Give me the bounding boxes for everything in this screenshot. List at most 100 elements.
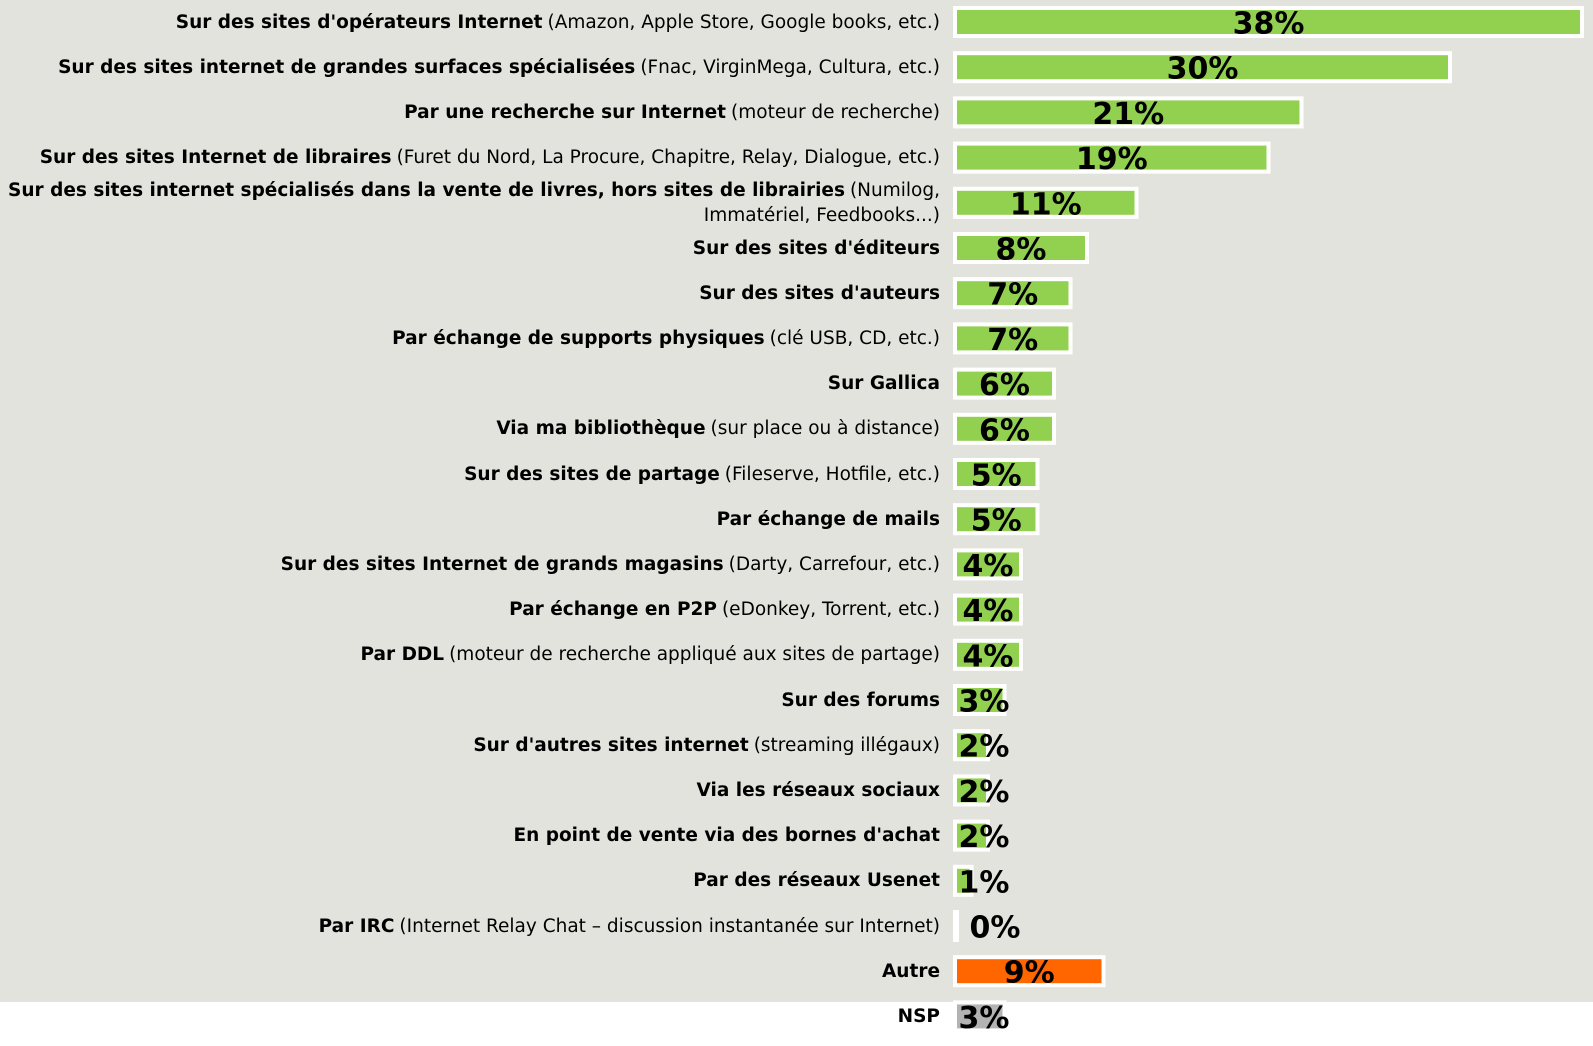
bar: [953, 141, 1271, 174]
category-label: Par une recherche sur Internet (moteur de…: [5, 90, 940, 135]
category-name: Par des réseaux Usenet: [693, 870, 940, 892]
category-text: Via ma bibliothèque (sur place ou à dista…: [496, 416, 940, 441]
category-label: Via ma bibliothèque (sur place ou à dista…: [5, 406, 940, 451]
bar: [953, 322, 1073, 355]
category-name: Sur des sites internet de grandes surfac…: [58, 56, 636, 78]
bar: [953, 51, 1452, 84]
value-label: 4%: [963, 594, 1014, 629]
value-label: 6%: [979, 413, 1030, 448]
category-detail: (Amazon, Apple Store, Google books, etc.…: [547, 11, 940, 33]
bar: [953, 955, 1106, 988]
category-name: Par échange de mails: [716, 508, 940, 530]
category-text: Sur des sites d'auteurs: [699, 281, 940, 306]
category-name: Sur Gallica: [827, 373, 940, 395]
category-text: Sur des sites Internet de grands magasin…: [281, 552, 940, 577]
category-name: Par échange en P2P: [509, 599, 717, 621]
category-label: Sur des forums: [5, 678, 940, 723]
category-detail: (Darty, Carrefour, etc.): [728, 553, 940, 575]
category-detail: (streaming illégaux): [753, 734, 940, 756]
value-label: 30%: [1167, 52, 1239, 87]
category-label: Autre: [5, 949, 940, 994]
value-label: 11%: [1010, 187, 1082, 222]
value-label: 21%: [1092, 97, 1164, 132]
category-name: Par une recherche sur Internet: [404, 101, 727, 123]
category-name: En point de vente via des bornes d'achat: [513, 825, 940, 847]
value-label: 1%: [959, 865, 1010, 900]
category-text: Sur des sites d'éditeurs: [693, 236, 940, 261]
category-name: Via ma bibliothèque: [496, 418, 706, 440]
category-detail: (eDonkey, Torrent, etc.): [721, 599, 940, 621]
category-name: Sur des sites Internet de libraires: [39, 147, 392, 169]
bar: [953, 864, 974, 897]
category-name: Autre: [881, 960, 940, 982]
category-detail: (sur place ou à distance): [710, 418, 940, 440]
bar: [953, 729, 990, 762]
bar: [953, 593, 1023, 626]
category-text: NSP: [898, 1004, 940, 1029]
category-text: Sur des forums: [781, 688, 940, 713]
category-detail: (Fnac, VirginMega, Cultura, etc.): [640, 56, 940, 78]
category-text: Sur des sites internet de grandes surfac…: [58, 55, 940, 80]
category-label: Via les réseaux sociaux: [5, 768, 940, 813]
category-label: Sur Gallica: [5, 361, 940, 406]
category-label: Sur des sites de partage (Fileserve, Hotf…: [5, 452, 940, 497]
category-detail: (Fileserve, Hotfile, etc.): [724, 463, 940, 485]
category-label: Sur d'autres sites internet (streaming il…: [5, 723, 940, 768]
value-label: 4%: [963, 639, 1014, 674]
category-label: Sur des sites internet spécialisés dans …: [5, 178, 940, 228]
category-text: Sur des sites internet spécialisés dans …: [5, 178, 940, 228]
value-label: 7%: [987, 278, 1038, 313]
category-detail: (Numilog, Immatériel, Feedbooks...): [703, 179, 940, 226]
category-name: NSP: [897, 1005, 940, 1027]
category-text: Sur Gallica: [828, 371, 940, 396]
category-detail: (clé USB, CD, etc.): [769, 327, 940, 349]
bar: [953, 412, 1056, 445]
category-detail: (moteur de recherche appliqué aux sites …: [449, 644, 940, 666]
bar: [953, 910, 959, 942]
category-label: Sur des sites Internet de libraires (Fure…: [5, 135, 940, 180]
category-detail: (Furet du Nord, La Procure, Chapitre, Re…: [396, 147, 940, 169]
bar: [953, 774, 990, 807]
category-label: NSP: [5, 994, 940, 1039]
category-detail: (Internet Relay Chat – discussion instan…: [399, 915, 940, 937]
bar: [953, 6, 1584, 38]
category-label: Par DDL (moteur de recherche appliqué aux…: [5, 632, 940, 677]
category-name: Sur des sites d'éditeurs: [692, 237, 940, 259]
category-text: Par échange de supports physiques (clé US…: [392, 326, 940, 351]
value-label: 7%: [987, 323, 1038, 358]
category-text: Par des réseaux Usenet: [693, 868, 940, 893]
category-name: Sur d'autres sites internet: [473, 734, 749, 756]
bar: [953, 819, 990, 852]
value-label: 0%: [970, 911, 1021, 946]
category-label: Sur des sites d'auteurs: [5, 271, 940, 316]
category-name: Par DDL: [360, 644, 445, 666]
category-label: Sur des sites Internet de grands magasin…: [5, 542, 940, 587]
bar: [953, 186, 1139, 219]
category-text: Sur des sites de partage (Fileserve, Hotf…: [464, 462, 940, 487]
chart-background: [0, 0, 1593, 1002]
category-name: Sur des sites internet spécialisés dans …: [8, 179, 845, 201]
category-text: Par IRC (Internet Relay Chat – discussion…: [319, 914, 940, 939]
category-label: Par échange de supports physiques (clé US…: [5, 316, 940, 361]
category-text: Sur des sites Internet de libraires (Fure…: [40, 145, 940, 170]
value-label: 19%: [1076, 142, 1148, 177]
category-text: Sur d'autres sites internet (streaming il…: [473, 733, 940, 758]
category-name: Sur des sites Internet de grands magasin…: [280, 553, 724, 575]
bar: [953, 458, 1040, 490]
value-label: 4%: [963, 549, 1014, 584]
bar: [953, 548, 1023, 581]
bar: [953, 1000, 1007, 1033]
category-detail: (moteur de recherche): [731, 101, 940, 123]
category-text: Autre: [882, 959, 940, 984]
category-label: Par IRC (Internet Relay Chat – discussion…: [5, 904, 940, 949]
category-label: Par des réseaux Usenet: [5, 858, 940, 903]
category-text: En point de vente via des bornes d'achat: [513, 823, 940, 848]
category-text: Sur des sites d'opérateurs Internet (Amaz…: [176, 10, 940, 35]
value-label: 2%: [959, 730, 1010, 765]
value-label: 2%: [959, 775, 1010, 810]
bar: [953, 638, 1023, 671]
bar: [953, 96, 1304, 129]
category-label: En point de vente via des bornes d'achat: [5, 813, 940, 858]
